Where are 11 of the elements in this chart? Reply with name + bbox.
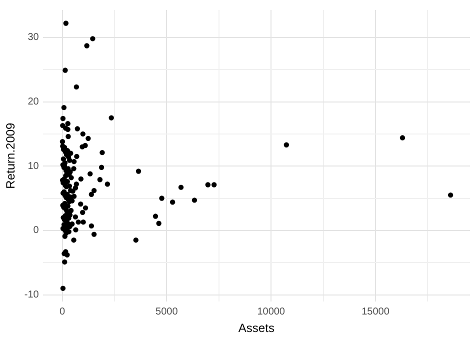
y-tick-label: 30 — [28, 32, 40, 44]
y-tick-label: 10 — [28, 160, 40, 172]
y-tick-label: -10 — [24, 290, 40, 301]
x-tick-label: 5000 — [156, 306, 178, 318]
x-axis-title: Assets — [238, 321, 274, 336]
x-tick-label: 10000 — [257, 306, 286, 318]
x-tick-label: 0 — [59, 306, 66, 318]
y-axis-title: Return.2009 — [4, 122, 18, 189]
y-tick-label: 0 — [33, 225, 40, 236]
y-tick-label: 20 — [28, 96, 40, 108]
x-tick-label: 15000 — [362, 306, 390, 318]
